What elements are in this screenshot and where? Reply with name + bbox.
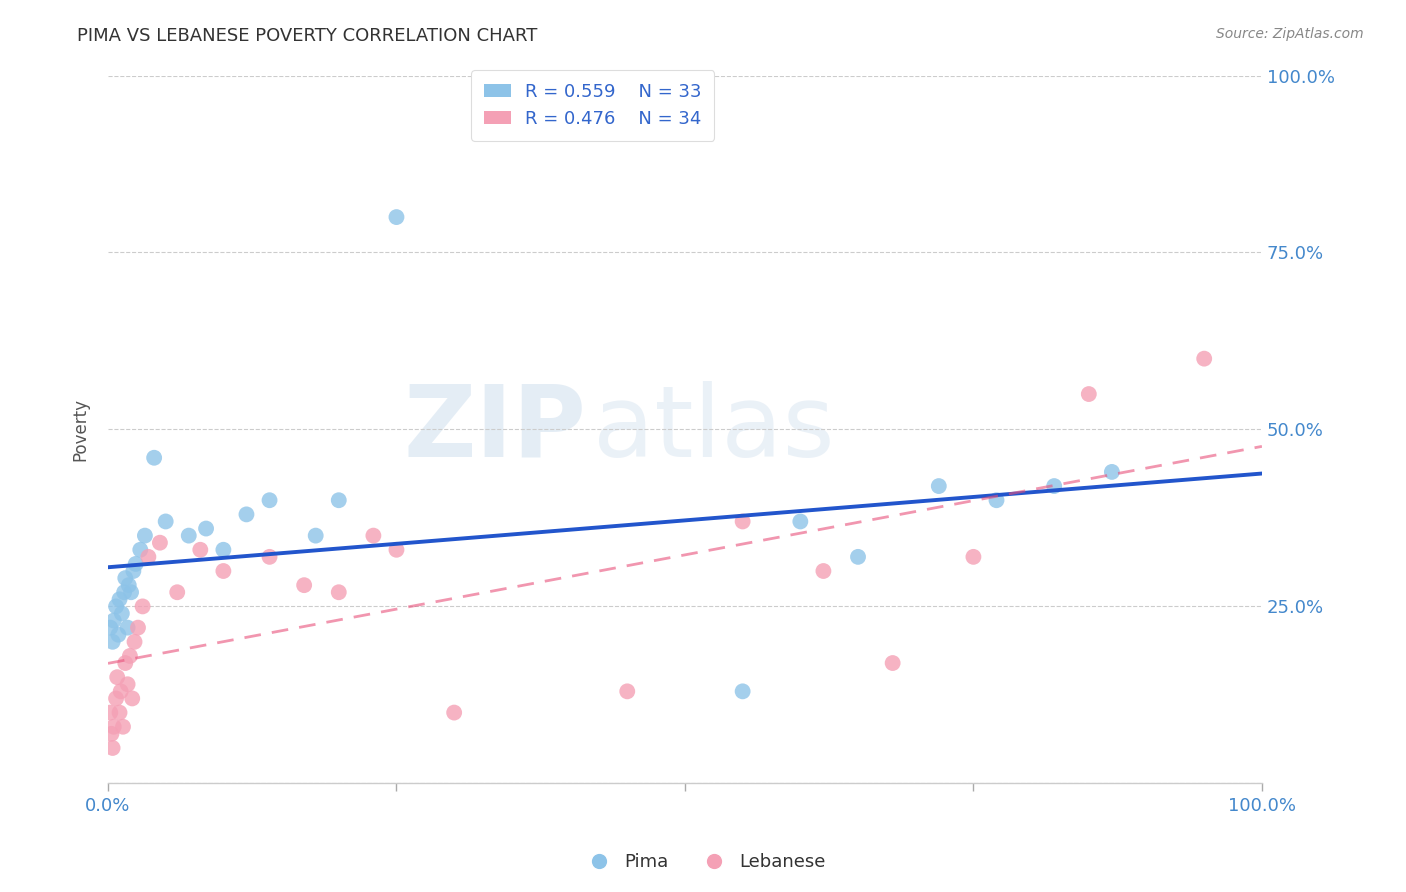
Point (188, 542, 211, 557)
Point (166, 585, 188, 599)
Point (328, 585, 350, 599)
Point (616, 684, 638, 698)
Point (235, 508, 257, 522)
Point (813, 564, 835, 578)
Point (114, 571, 136, 585)
Point (108, 592, 131, 607)
Point (363, 528, 385, 542)
Point (731, 515, 754, 529)
Point (259, 549, 281, 564)
Legend: Pima, Lebanese: Pima, Lebanese (574, 847, 832, 879)
Point (385, 210, 408, 224)
Point (138, 549, 160, 564)
Point (124, 635, 146, 649)
Point (98, 706, 121, 720)
Point (105, 599, 128, 614)
Point (143, 450, 166, 465)
Point (103, 720, 125, 734)
Point (134, 528, 156, 542)
Point (100, 727, 122, 741)
Point (105, 670, 128, 684)
Point (731, 684, 754, 698)
Point (305, 528, 328, 542)
Point (149, 535, 172, 549)
Point (1101, 465, 1123, 479)
Point (108, 706, 131, 720)
Legend: R = 0.559    N = 33, R = 0.476    N = 34: R = 0.559 N = 33, R = 0.476 N = 34 (471, 70, 714, 141)
Text: Source: ZipAtlas.com: Source: ZipAtlas.com (1216, 27, 1364, 41)
Point (122, 564, 145, 578)
Point (1077, 387, 1099, 401)
Text: atlas: atlas (593, 381, 834, 478)
Point (789, 515, 811, 529)
Point (986, 493, 1008, 508)
Point (111, 607, 134, 621)
Point (259, 493, 281, 508)
Point (118, 648, 141, 663)
Text: PIMA VS LEBANESE POVERTY CORRELATION CHART: PIMA VS LEBANESE POVERTY CORRELATION CHA… (77, 27, 537, 45)
Point (177, 528, 200, 542)
Point (121, 691, 143, 706)
Point (155, 515, 177, 529)
Point (107, 628, 129, 642)
Point (101, 635, 124, 649)
Point (928, 479, 950, 493)
Point (117, 621, 139, 635)
Point (112, 585, 135, 599)
Point (98, 621, 121, 635)
Point (962, 549, 984, 564)
Text: ZIP: ZIP (404, 381, 586, 478)
Point (127, 621, 149, 635)
Point (328, 493, 350, 508)
Point (118, 578, 141, 592)
Point (117, 677, 139, 691)
Point (212, 542, 235, 557)
Point (443, 706, 465, 720)
Point (846, 549, 869, 564)
Point (129, 542, 152, 557)
Point (125, 557, 148, 571)
Point (1192, 351, 1215, 366)
Point (101, 741, 124, 756)
Point (105, 691, 128, 706)
Point (292, 578, 315, 592)
Point (195, 522, 218, 536)
Point (131, 599, 153, 614)
Point (212, 564, 235, 578)
Point (103, 614, 125, 628)
Y-axis label: Poverty: Poverty (72, 398, 89, 461)
Point (114, 656, 136, 670)
Point (385, 542, 408, 557)
Point (882, 656, 904, 670)
Point (110, 684, 132, 698)
Point (1043, 479, 1066, 493)
Point (120, 585, 142, 599)
Point (111, 720, 134, 734)
